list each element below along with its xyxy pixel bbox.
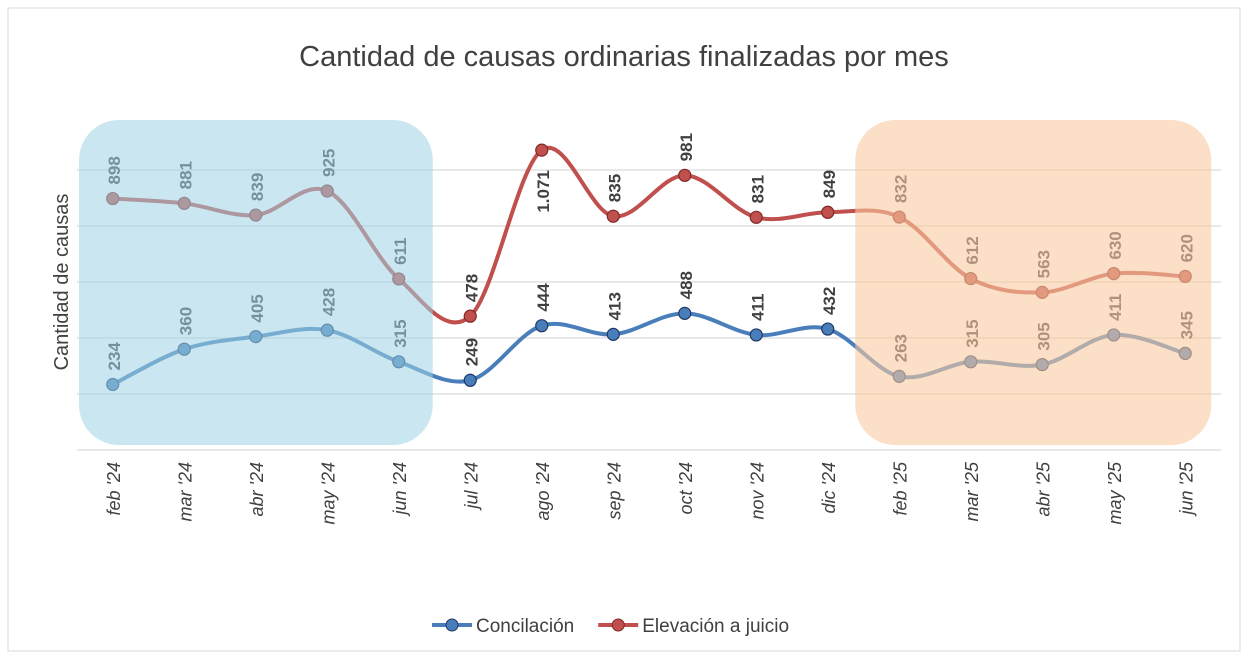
legend-label: Concilación (476, 616, 574, 637)
data-point (821, 205, 835, 219)
x-tick-label: nov '24 (747, 462, 767, 519)
data-point (606, 209, 620, 223)
data-label: 831 (748, 175, 767, 203)
legend-marker (445, 618, 459, 632)
data-point (749, 210, 763, 224)
x-tick-label: jul '24 (461, 462, 481, 511)
highlight-panel (855, 120, 1212, 445)
x-tick-label: mar '25 (962, 461, 982, 521)
data-point (535, 319, 549, 333)
highlight-panel (79, 120, 433, 445)
legend-label: Elevación a juicio (642, 616, 789, 637)
data-label: 849 (820, 170, 839, 198)
x-tick-label: ago '24 (533, 462, 553, 521)
x-tick-label: mar '24 (175, 462, 195, 521)
x-tick-label: oct '24 (676, 462, 696, 514)
data-label: 488 (677, 271, 696, 299)
x-tick-label: dic '24 (819, 462, 839, 513)
data-label: 249 (462, 338, 481, 366)
data-point (606, 327, 620, 341)
data-point (749, 328, 763, 342)
chart-title: Cantidad de causas ordinarias finalizada… (299, 41, 949, 73)
data-label: 432 (820, 287, 839, 315)
data-label: 413 (605, 292, 624, 320)
x-tick-label: jun '25 (1176, 461, 1196, 517)
data-point (821, 322, 835, 336)
data-label: 411 (748, 293, 767, 320)
x-tick-label: may '25 (1105, 461, 1125, 524)
y-axis-label: Cantidad de causas (51, 194, 73, 371)
x-tick-label: may '24 (318, 462, 338, 524)
x-tick-label: feb '24 (104, 462, 124, 515)
x-tick-label: abr '24 (247, 462, 267, 516)
legend-item: Concilación (432, 616, 574, 637)
x-tick-label: feb '25 (890, 461, 910, 515)
data-point (678, 168, 692, 182)
data-point (463, 373, 477, 387)
data-point (535, 143, 549, 157)
x-tick-label: abr '25 (1033, 461, 1053, 516)
legend-marker (611, 618, 625, 632)
data-label: 478 (462, 274, 481, 302)
data-point (678, 306, 692, 320)
legend-item: Elevación a juicio (598, 616, 789, 637)
x-tick-label: jun '24 (390, 462, 410, 517)
data-label: 835 (605, 174, 624, 202)
data-point (463, 309, 477, 323)
x-tick-label: sep '24 (604, 462, 624, 519)
data-label: 444 (534, 283, 553, 312)
data-label: 1.071 (534, 170, 553, 213)
data-label: 981 (677, 133, 696, 161)
